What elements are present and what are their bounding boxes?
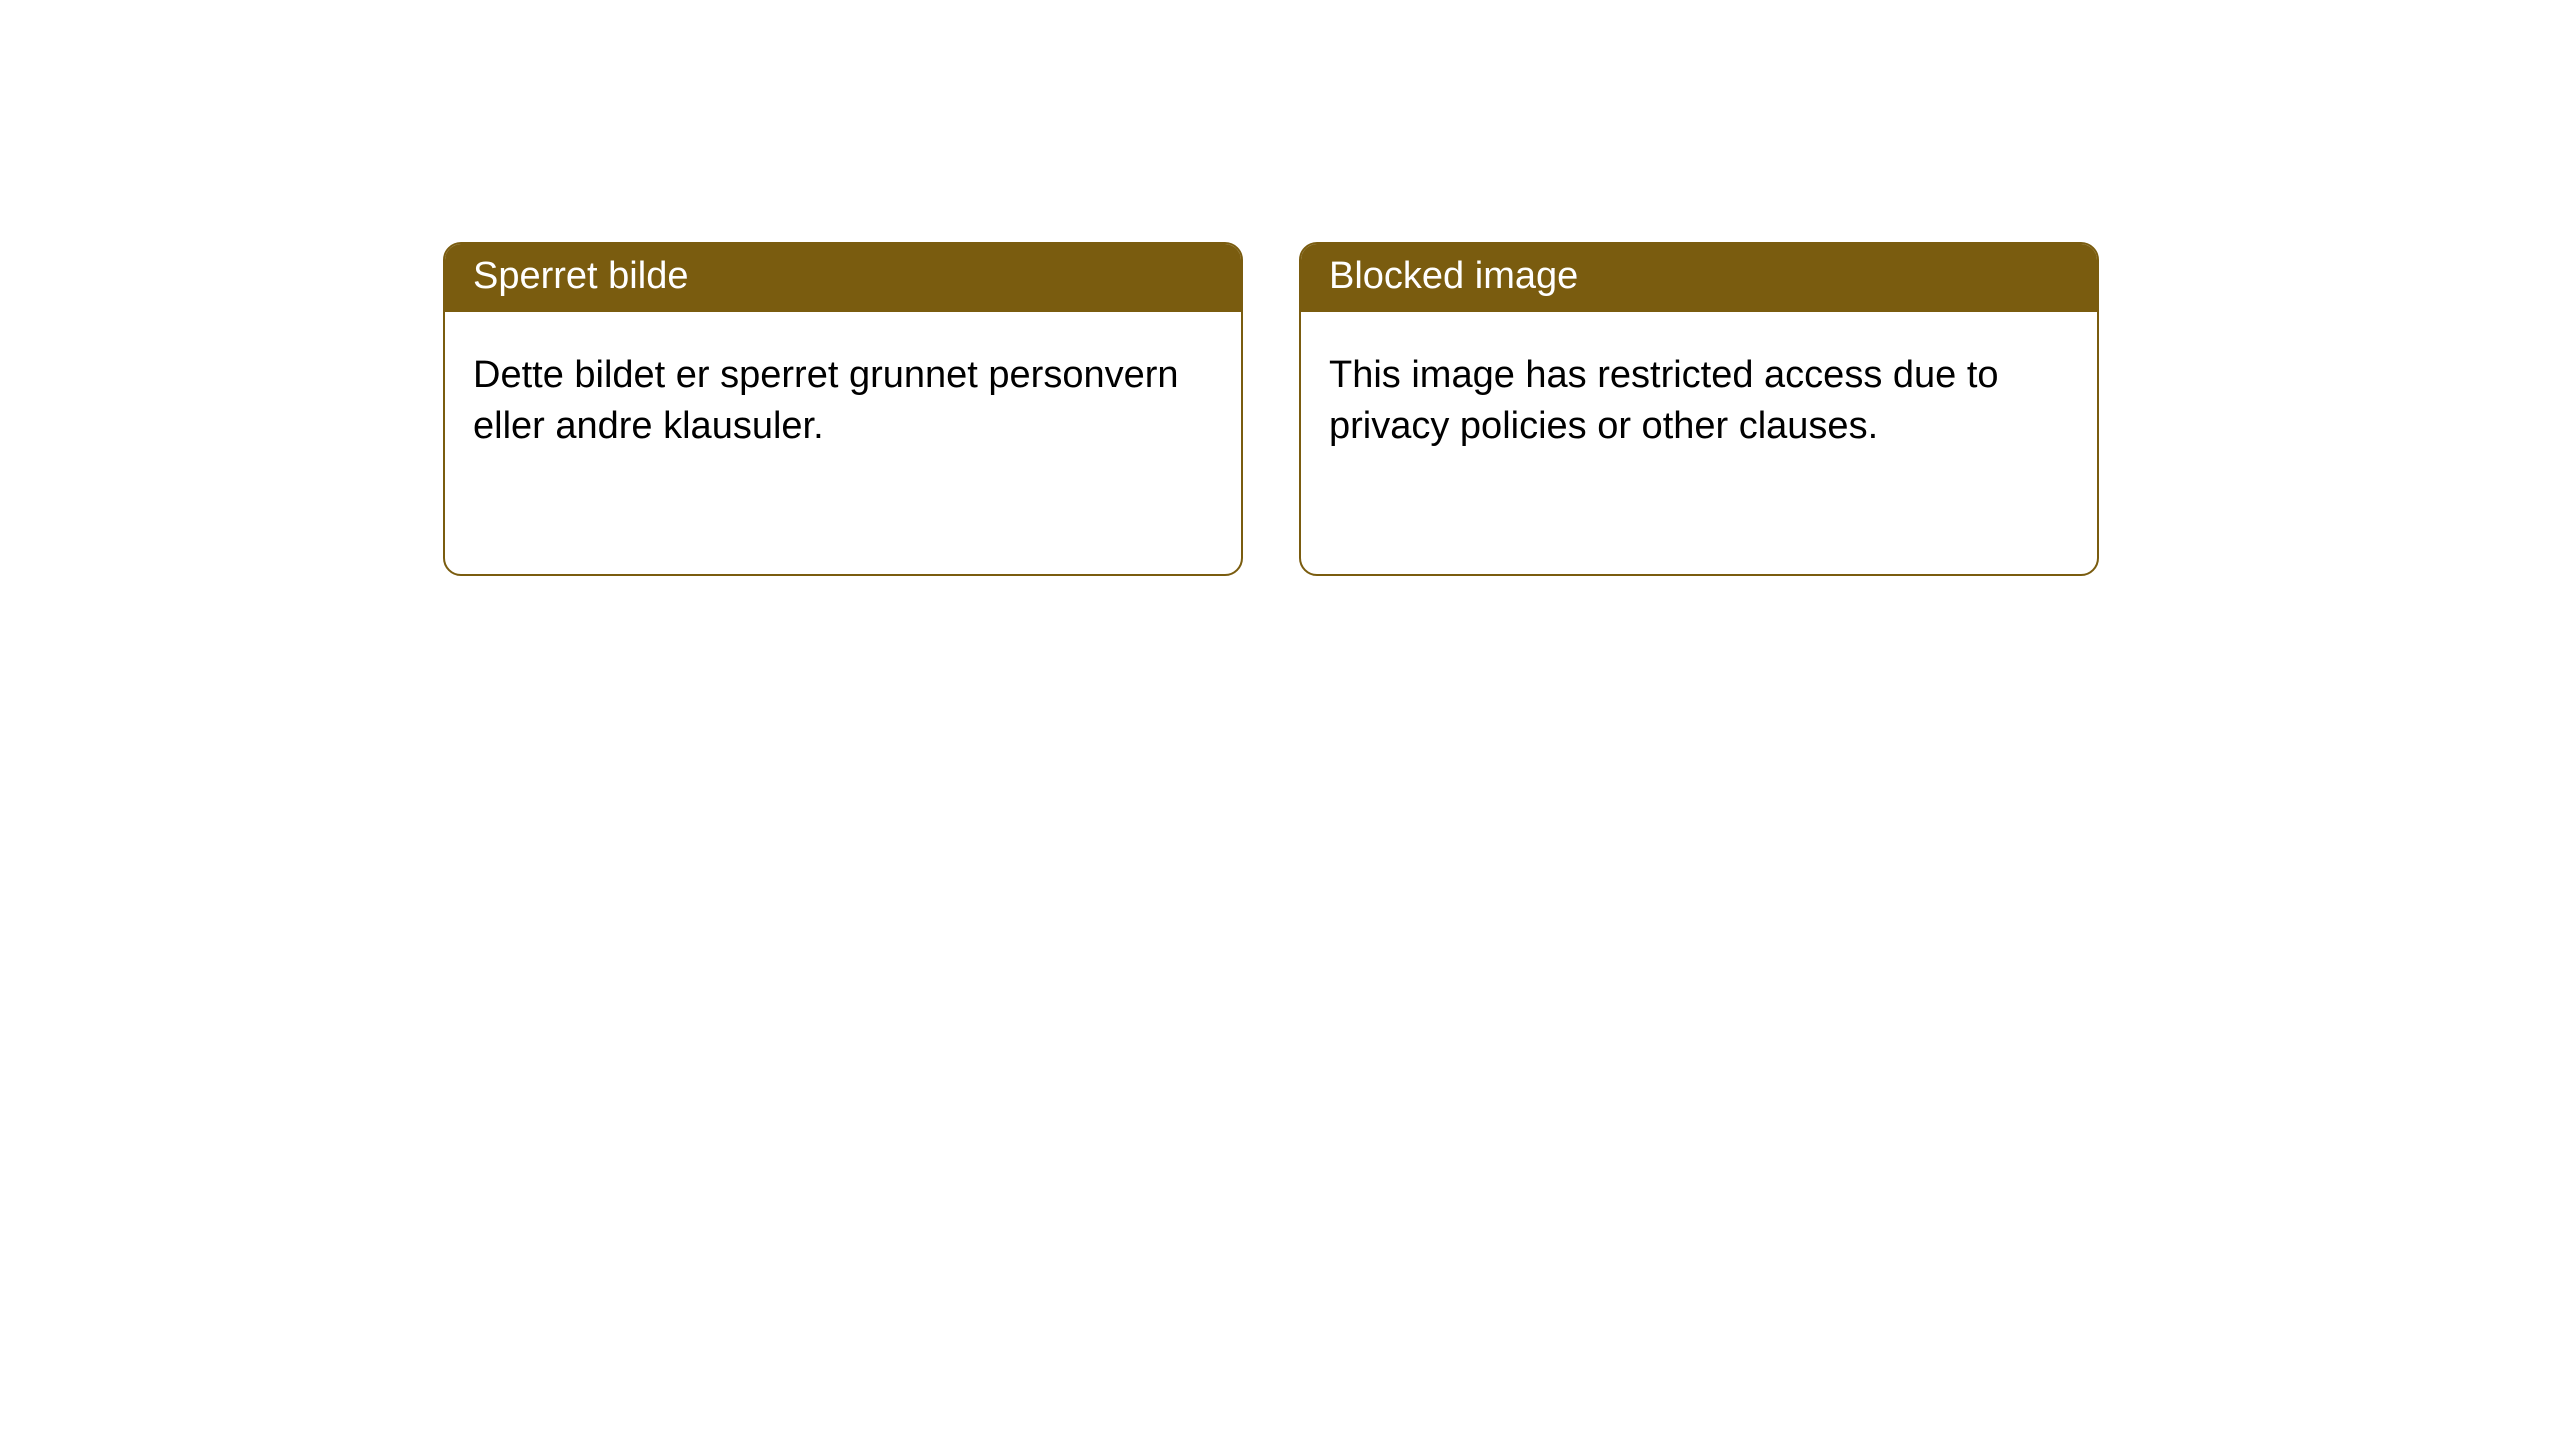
notice-body: Dette bildet er sperret grunnet personve…: [445, 312, 1241, 491]
notice-card-norwegian: Sperret bilde Dette bildet er sperret gr…: [443, 242, 1243, 576]
notice-header: Blocked image: [1301, 244, 2097, 312]
notice-header: Sperret bilde: [445, 244, 1241, 312]
notice-container: Sperret bilde Dette bildet er sperret gr…: [0, 0, 2560, 576]
notice-card-english: Blocked image This image has restricted …: [1299, 242, 2099, 576]
notice-body: This image has restricted access due to …: [1301, 312, 2097, 491]
